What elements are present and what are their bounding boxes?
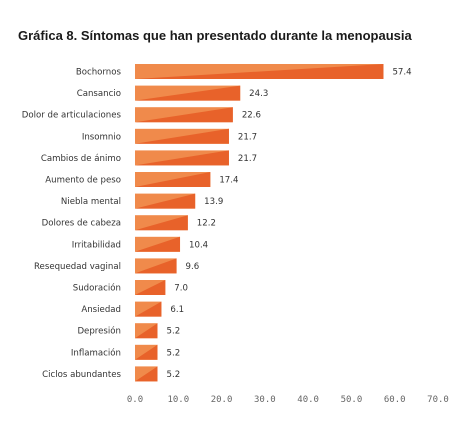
value-labels-layer: 57.4 24.3 22.6 21.7 21.7 17.4 13.9 12.2 10.4 9.6 7… [167, 68, 412, 380]
bar-shade [135, 64, 384, 79]
x-tick-label: 0.0 [127, 395, 143, 405]
value-label: 7.0 [174, 284, 188, 294]
value-label: 24.3 [249, 89, 268, 99]
bar-shade [135, 172, 211, 187]
bar [135, 193, 196, 209]
bar-shade [135, 258, 177, 274]
category-label: Aumento de peso [45, 176, 121, 186]
bar [135, 323, 158, 339]
category-label: Depresión [77, 326, 121, 337]
category-label: Ciclos abundantes [42, 370, 121, 380]
bar [135, 128, 229, 144]
bar-shade [135, 236, 181, 252]
bar-shade [135, 85, 241, 101]
bar [135, 344, 158, 360]
x-tick-label: 50.0 [341, 395, 363, 405]
x-tick-label: 20.0 [211, 395, 233, 405]
value-label: 21.7 [238, 132, 257, 142]
bar-shade [135, 323, 158, 339]
category-label: Bochornos [76, 68, 122, 78]
category-label: Dolores de cabeza [42, 219, 121, 229]
bars-layer [135, 64, 384, 382]
x-tick-label: 70.0 [427, 395, 449, 405]
bar-shade [135, 280, 166, 295]
bar-shade [135, 150, 229, 166]
value-label: 10.4 [189, 240, 208, 250]
value-label: 5.2 [167, 327, 181, 337]
bar [135, 280, 166, 295]
value-label: 57.4 [392, 68, 411, 78]
bar [135, 258, 177, 274]
value-label: 12.2 [197, 219, 216, 229]
category-label: Inflamación [71, 347, 121, 358]
x-tick-label: 60.0 [384, 395, 406, 405]
value-label: 13.9 [204, 197, 223, 207]
bar-shade [135, 107, 233, 123]
category-label: Dolor de articulaciones [22, 111, 122, 121]
bar [135, 301, 162, 317]
x-axis-ticks-layer: 0.0 10.0 20.0 30.0 40.0 50.0 60.0 70.0 [127, 395, 449, 405]
value-label: 17.4 [219, 176, 238, 186]
value-label: 5.2 [167, 370, 181, 380]
value-label: 22.6 [242, 111, 261, 121]
category-label: Irritabilidad [72, 240, 121, 250]
bar [135, 236, 181, 252]
bar-shade [135, 215, 188, 231]
x-tick-label: 10.0 [167, 395, 189, 405]
bar [135, 150, 229, 166]
category-label: Insomnio [82, 132, 121, 142]
category-label: Cambios de ánimo [41, 154, 121, 164]
bar-shade [135, 366, 158, 382]
category-label: Niebla mental [61, 197, 121, 207]
bar [135, 366, 158, 382]
category-label: Ansiedad [81, 305, 121, 315]
bar-shade [135, 128, 229, 144]
bar [135, 64, 384, 79]
bar [135, 85, 241, 101]
bar-shade [135, 344, 158, 360]
x-tick-label: 30.0 [254, 395, 276, 405]
category-label: Resequedad vaginal [34, 262, 121, 272]
value-label: 9.6 [186, 262, 200, 272]
bar-shade [135, 193, 196, 209]
category-labels-layer: Bochornos Cansancio Dolor de articulacione… [22, 68, 122, 380]
bar-shade [135, 301, 162, 317]
bar [135, 172, 211, 187]
x-tick-label: 40.0 [297, 395, 319, 405]
category-label: Cansancio [77, 89, 121, 99]
bar [135, 215, 188, 231]
chart-title: Gráfica 8. Síntomas que han presentado d… [18, 28, 412, 43]
value-label: 6.1 [170, 305, 184, 315]
value-label: 21.7 [238, 154, 257, 164]
bar [135, 107, 233, 123]
value-label: 5.2 [167, 348, 181, 358]
category-label: Sudoración [73, 283, 121, 294]
